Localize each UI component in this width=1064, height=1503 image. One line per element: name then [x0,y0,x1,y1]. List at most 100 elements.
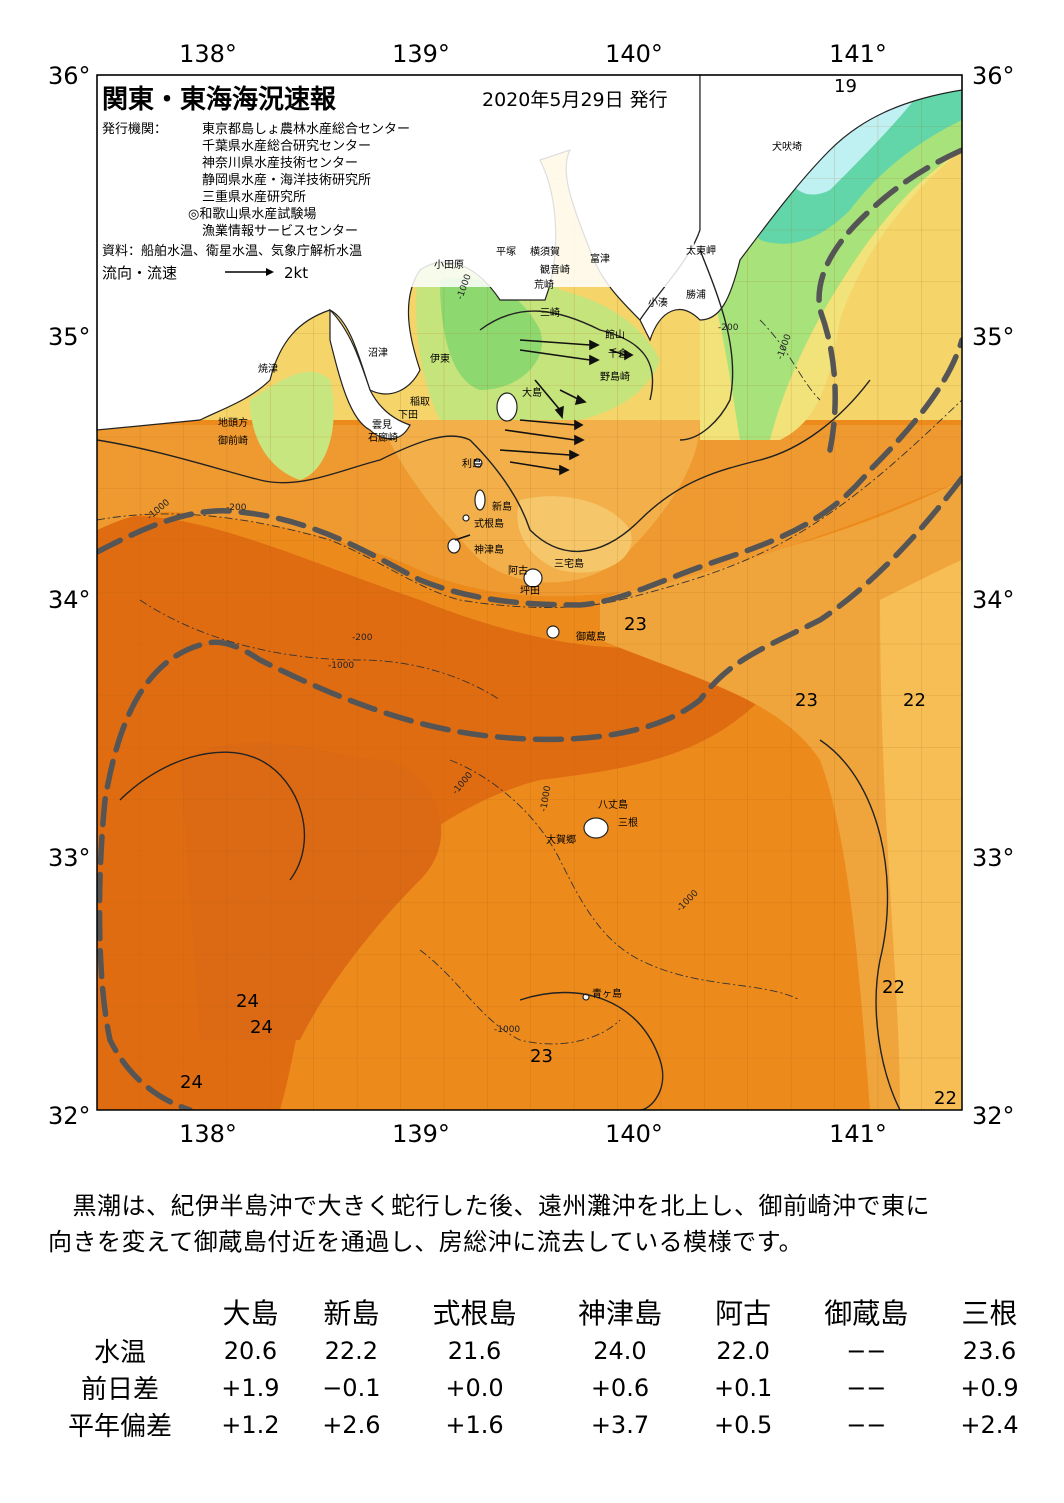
lat-label-left-32: 32° [48,1102,91,1130]
place-nojimazaki: 野島崎 [600,370,630,383]
row-label: 水温 [93,1338,146,1368]
issuer-1: 東京都島しょ農林水産総合センター [202,121,410,137]
isotherm-label: 23 [795,690,818,711]
issue-date: 2020年5月29日 発行 [482,89,668,111]
place-yaizu: 焼津 [258,363,278,375]
flow-legend-scale: 2kt [284,264,308,282]
isotherm-label: 22 [934,1088,957,1109]
place-inubozaki: 犬吠埼 [772,140,802,153]
flow-scale-arrow [225,268,274,276]
table-cell: 20.6 [223,1336,278,1365]
depth-label: -1000 [328,661,354,671]
isotherm-label: 23 [624,614,647,635]
isotherm-lines [97,249,901,1110]
table-cell: +2.4 [960,1410,1019,1439]
place-kominato: 小湊 [648,296,668,309]
isotherm-label: 24 [236,991,259,1012]
map-title: 関東・東海海況速報 [102,85,337,115]
depth-label: -1000 [539,785,553,813]
table-cell: 23.6 [962,1336,1017,1365]
lat-label-right-34: 34° [972,586,1015,614]
place-mikurajima: 御蔵島 [576,630,606,643]
column-header: 三根 [961,1297,1018,1330]
place-katsuura: 勝浦 [686,288,706,301]
isotherm-label: 22 [882,977,905,998]
table-cell: +1.9 [221,1373,280,1402]
issuer-4: 静岡県水産・海洋技術研究所 [202,172,371,188]
lat-label-left-35: 35° [48,323,91,351]
place-misaki: 三崎 [540,306,560,319]
data-source: 資料：船舶水温、衛星水温、気象庁解析水温 [102,243,362,259]
place-shimoda: 下田 [398,410,418,421]
place-hiratsuka: 平塚 [496,246,516,258]
place-irozaki: 石廊崎 [368,431,398,444]
table-cell: 21.6 [447,1336,502,1365]
row-label: 平年偏差 [67,1412,172,1442]
table-cell: −− [846,1410,887,1439]
table-cell: +0.9 [960,1373,1019,1402]
table-cell: 24.0 [593,1336,647,1365]
lon-label-bottom-141: 141° [829,1120,887,1148]
column-header: 新島 [323,1297,380,1330]
isotherm-label: 22 [903,690,926,711]
issuer-7: 漁業情報サービスセンター [202,223,358,239]
map-frame [96,74,963,1111]
place-numazu: 沼津 [368,346,388,359]
lon-label-bottom-138: 138° [179,1120,237,1148]
islands [447,392,609,1001]
issuer-label: 発行機関： [102,122,167,137]
description-line-2: 向きを変えて御蔵島付近を通過し、房総沖に流去している模様です。 [48,1228,804,1256]
issuer-5: 三重県水産研究所 [202,189,306,205]
lon-label-top-139: 139° [392,40,450,68]
place-oshima: 大島 [522,386,542,399]
kuroshio-path [97,147,962,1110]
sea-temperature-map: 関東・東海海況速報 2020年5月29日 発行 発行機関： 東京都島しょ農林水産… [48,40,1015,1148]
place-shikinejima: 式根島 [474,517,504,530]
column-header: 式根島 [432,1297,517,1330]
table-cell: −0.1 [322,1373,381,1402]
lon-label-top-140: 140° [605,40,663,68]
place-aogashima: 青ヶ島 [592,987,622,1000]
place-odawara: 小田原 [434,259,464,271]
table-row: 水温 20.6 22.2 21.6 24.0 22.0 −− 23.6 [40,1332,1040,1369]
lat-label-right-35: 35° [972,323,1015,351]
table-cell: +1.6 [445,1410,504,1439]
table-cell: +0.1 [713,1373,773,1402]
place-niijima: 新島 [492,500,512,513]
place-kumomi: 雲見 [372,419,392,431]
place-jitogata: 地頭方 [218,416,248,429]
lat-label-right-33: 33° [972,844,1015,872]
current-arrows [454,339,634,541]
place-ako: 阿古 [508,564,528,577]
depth-label: -200 [352,633,373,643]
isotherm-label: 23 [530,1046,553,1067]
description-line-1: 黒潮は、紀伊半島沖で大きく蛇行した後、遠州灘沖を北上し、御前崎沖で東に [48,1192,930,1220]
depth-label: -200 [226,503,247,513]
issuer-2: 千葉県水産総合研究センター [202,138,371,154]
situation-description: 黒潮は、紀伊半島沖で大きく蛇行した後、遠州灘沖を北上し、御前崎沖で東に 向きを変… [48,1188,1028,1260]
place-chikura: 千倉 [608,347,628,360]
place-omaezaki: 御前崎 [218,434,248,447]
isotherm-label: 24 [250,1017,273,1038]
place-toshima: 利島 [462,457,482,470]
table-cell: 22.0 [716,1336,770,1365]
place-ito: 伊東 [430,352,450,365]
table-cell: +2.6 [322,1410,381,1439]
place-tateyama: 館山 [605,328,625,341]
table-header-row: 大島 新島 式根島 神津島 阿古 御蔵島 三根 [40,1292,1040,1332]
table-row: 前日差 +1.9 −0.1 +0.0 +0.6 +0.1 −− +0.9 [40,1369,1040,1406]
lon-label-top-141: 141° [829,40,887,68]
isotherm-label: 24 [180,1072,203,1093]
lat-label-left-33: 33° [48,844,91,872]
flow-legend-label: 流向・流速 [102,264,177,282]
place-kannonzaki: 観音崎 [540,263,570,276]
place-tsubota: 坪田 [520,584,540,597]
lon-label-bottom-139: 139° [392,1120,450,1148]
place-okago: 大賀郷 [546,833,576,846]
table-cell: −− [846,1336,887,1365]
lon-label-bottom-140: 140° [605,1120,663,1148]
place-kozushima: 神津島 [474,543,504,556]
place-mitsune: 三根 [618,816,638,829]
table-cell: +0.5 [713,1410,773,1439]
table-row: 平年偏差 +1.2 +2.6 +1.6 +3.7 +0.5 −− +2.4 [40,1406,1040,1443]
